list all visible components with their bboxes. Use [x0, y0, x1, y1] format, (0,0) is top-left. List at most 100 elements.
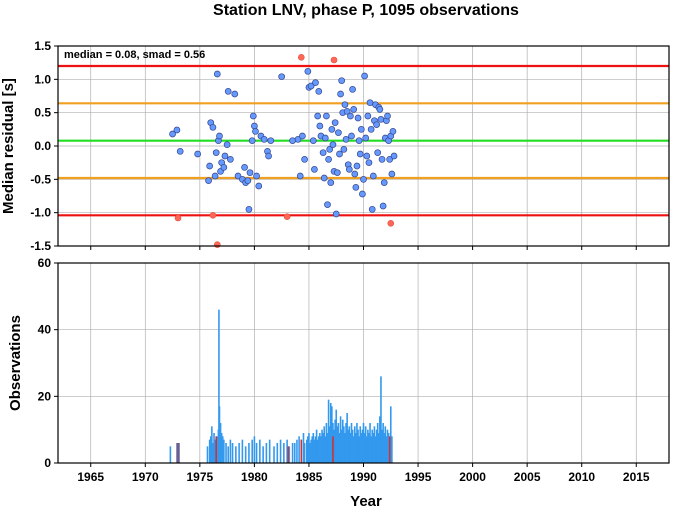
- observation-bar: [376, 423, 379, 463]
- observation-bar: [216, 436, 219, 463]
- observation-bar: [352, 436, 355, 463]
- residual-point: [355, 137, 363, 145]
- observation-bar: [346, 413, 348, 463]
- residual-point: [249, 112, 257, 120]
- observation-bar: [379, 416, 381, 463]
- residual-point: [255, 182, 263, 190]
- observation-bar: [371, 429, 374, 463]
- residual-point: [374, 149, 382, 157]
- observation-bar: [351, 429, 354, 463]
- residual-point: [212, 149, 220, 157]
- observation-bar: [384, 426, 387, 463]
- observation-bar: [322, 433, 324, 463]
- observation-bar: [286, 439, 288, 463]
- observation-bar: [241, 439, 244, 463]
- outlier-bar: [332, 436, 334, 463]
- observation-bar: [305, 439, 308, 463]
- observation-bar: [361, 429, 364, 463]
- observations-y-ticks: 0 20 40 60: [38, 256, 58, 470]
- residual-point: [231, 90, 239, 98]
- residual-point: [373, 121, 380, 129]
- residual-point: [315, 87, 323, 95]
- observation-bar: [337, 423, 340, 463]
- observation-bar: [331, 406, 333, 463]
- residual-point: [333, 169, 341, 177]
- observation-bar: [338, 433, 341, 463]
- observation-bar: [353, 426, 356, 463]
- observation-bar: [316, 439, 319, 463]
- residual-point: [323, 112, 330, 120]
- year-x-ticks: 1965 1970 1975 1980 1985 1990 1995 2000 2005 2010…: [77, 470, 650, 484]
- x-axis-label: Year: [350, 493, 382, 510]
- observation-bar: [350, 423, 353, 463]
- residual-point: [360, 175, 367, 183]
- observation-bar: [212, 443, 214, 463]
- residual-point: [348, 132, 355, 140]
- chart-title: Station LNV, phase P, 1095 observations: [213, 2, 519, 19]
- observation-bar: [255, 443, 258, 463]
- observation-bar: [324, 436, 327, 463]
- y-tick-label: 0.5: [34, 106, 51, 120]
- observation-bar: [225, 443, 227, 463]
- observation-bar: [314, 436, 317, 463]
- observation-bar: [348, 426, 351, 463]
- residual-point: [301, 155, 308, 163]
- residual-point: [362, 134, 370, 142]
- residual-point: [316, 122, 324, 130]
- residual-point: [367, 125, 375, 133]
- residual-point: [357, 125, 365, 133]
- observation-bar: [308, 433, 310, 463]
- residual-point: [265, 152, 272, 160]
- observation-bar: [355, 433, 357, 463]
- residual-point: [176, 147, 184, 155]
- residual-point: [311, 165, 318, 173]
- observation-bar: [325, 423, 328, 463]
- residual-point: [309, 137, 317, 145]
- residual-point: [361, 72, 368, 80]
- residual-point: [324, 201, 331, 209]
- outlier-point: [213, 241, 221, 248]
- x-tick-label: 1995: [405, 470, 432, 484]
- observation-bar: [358, 436, 360, 463]
- observation-bar: [374, 436, 377, 463]
- residual-point: [341, 101, 349, 109]
- y-tick-label: 40: [38, 323, 52, 337]
- observation-bar: [303, 443, 306, 463]
- observation-bar: [311, 436, 314, 463]
- residual-point: [321, 134, 329, 142]
- observation-bar: [220, 433, 223, 463]
- residual-point: [364, 112, 372, 120]
- observation-bar: [309, 443, 311, 463]
- observation-bar: [349, 433, 352, 463]
- observation-bar: [373, 426, 376, 463]
- residual-point: [384, 112, 391, 120]
- outlier-bar: [215, 436, 218, 463]
- observation-bar: [178, 443, 180, 463]
- observations-panel: 0 20 40 60 1965 1970 1975 1980 1985 1990 1995 2000…: [7, 256, 670, 510]
- observation-bar: [218, 406, 221, 463]
- residual-point: [312, 79, 319, 87]
- residual-point: [241, 163, 248, 171]
- residual-point: [211, 172, 219, 180]
- observation-bar: [253, 436, 256, 463]
- y-tick-label: -1.0: [30, 206, 51, 220]
- residual-point: [327, 179, 335, 187]
- residual-points: [169, 54, 398, 248]
- x-tick-label: 1975: [186, 470, 213, 484]
- observation-bar: [323, 426, 326, 463]
- residual-point: [350, 105, 358, 113]
- observation-bar: [229, 439, 232, 463]
- observation-bar: [367, 429, 369, 463]
- observation-bar: [377, 433, 380, 463]
- residual-point: [356, 150, 364, 158]
- residual-point: [363, 152, 371, 160]
- residual-y-axis-label: Median residual [s]: [0, 78, 17, 214]
- observation-bar: [307, 436, 309, 463]
- observation-bar: [317, 436, 320, 463]
- observation-bar: [375, 429, 378, 463]
- observation-bar: [227, 446, 230, 463]
- observation-bar: [211, 426, 213, 463]
- residual-point: [337, 90, 344, 98]
- observation-bar: [382, 423, 384, 463]
- observation-bar: [302, 433, 305, 463]
